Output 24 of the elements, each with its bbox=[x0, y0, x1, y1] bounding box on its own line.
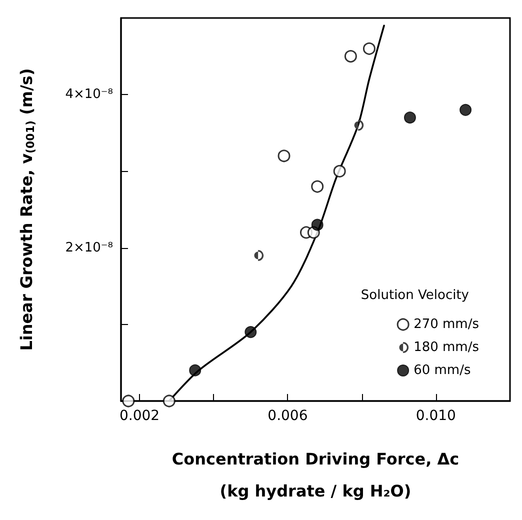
legend-label: 180 mm/s bbox=[414, 340, 480, 355]
y-tick-label: 4×10⁻⁸ bbox=[65, 87, 113, 102]
point bbox=[278, 150, 290, 162]
x-axis-title: Concentration Driving Force, Δc (kg hydrate / kg H₂O) bbox=[172, 450, 460, 500]
point bbox=[333, 164, 346, 178]
point bbox=[311, 218, 324, 231]
point bbox=[252, 250, 264, 261]
point bbox=[404, 112, 416, 124]
x-tick-label: 0.006 bbox=[268, 408, 308, 424]
point bbox=[362, 42, 376, 55]
point bbox=[352, 120, 364, 131]
x-tick-label: 0.002 bbox=[119, 408, 160, 424]
legend-title: Solution Velocity bbox=[360, 288, 470, 303]
legend-label: 270 mm/s bbox=[414, 317, 480, 332]
point bbox=[460, 104, 472, 116]
y-tick-label: 2×10⁻⁸ bbox=[65, 240, 113, 256]
x-tick-label: 0.010 bbox=[416, 408, 456, 424]
point bbox=[344, 50, 357, 63]
point bbox=[162, 394, 176, 408]
point bbox=[189, 364, 202, 376]
y-axis-title: Linear Growth Rate, v(001) (m/s) bbox=[17, 68, 37, 351]
legend-label: 60 mm/s bbox=[414, 363, 471, 378]
point bbox=[244, 326, 257, 338]
point bbox=[311, 180, 324, 193]
